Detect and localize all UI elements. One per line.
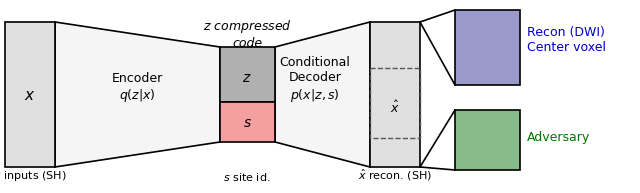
Polygon shape — [275, 22, 370, 167]
Bar — [220, 47, 275, 102]
Text: $s$ site id.: $s$ site id. — [223, 171, 271, 183]
Bar — [370, 22, 420, 167]
Text: $s$: $s$ — [243, 116, 252, 130]
Text: $z$ compressed
code: $z$ compressed code — [203, 18, 291, 50]
Text: $\hat{x}$ recon. (SH): $\hat{x}$ recon. (SH) — [358, 168, 432, 183]
Bar — [455, 10, 520, 85]
Text: $\hat{x}$: $\hat{x}$ — [390, 100, 400, 116]
Bar — [370, 68, 420, 138]
Text: Recon (DWI)
Center voxel: Recon (DWI) Center voxel — [527, 26, 606, 54]
Text: Encoder
$q(z|x)$: Encoder $q(z|x)$ — [111, 72, 163, 104]
Text: $x$ inputs (SH): $x$ inputs (SH) — [0, 169, 67, 183]
Polygon shape — [55, 22, 220, 167]
Text: Adversary: Adversary — [527, 131, 590, 145]
Text: $x$: $x$ — [24, 87, 36, 102]
Bar — [220, 102, 275, 142]
Text: Conditional
Decoder
$p(x|z, s)$: Conditional Decoder $p(x|z, s)$ — [280, 56, 351, 104]
Bar — [455, 110, 520, 170]
Bar — [5, 22, 55, 167]
Text: $z$: $z$ — [242, 71, 252, 85]
